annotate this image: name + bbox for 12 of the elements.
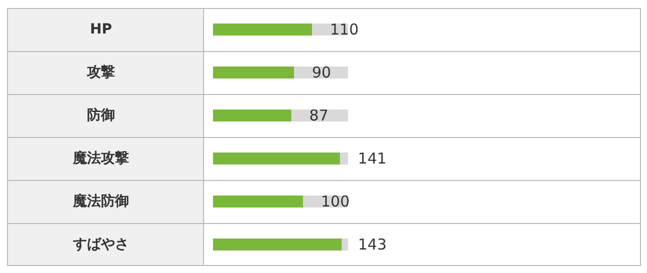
data-label: 90 [312, 64, 332, 82]
data-label: 141 [358, 150, 387, 168]
y-tick-label: 魔法攻撃 [72, 150, 129, 166]
y-tick-label: 攻撃 [86, 64, 115, 80]
data-label: 110 [330, 20, 359, 38]
data-label: 100 [321, 192, 350, 210]
data-label: 143 [358, 236, 387, 254]
y-tick-label: 魔法防御 [72, 192, 129, 210]
y-tick-label: すばやさ [72, 236, 129, 252]
data-label: 87 [309, 106, 328, 124]
y-tick-label: HP [90, 22, 112, 38]
y-tick-label: 防御 [87, 106, 115, 124]
